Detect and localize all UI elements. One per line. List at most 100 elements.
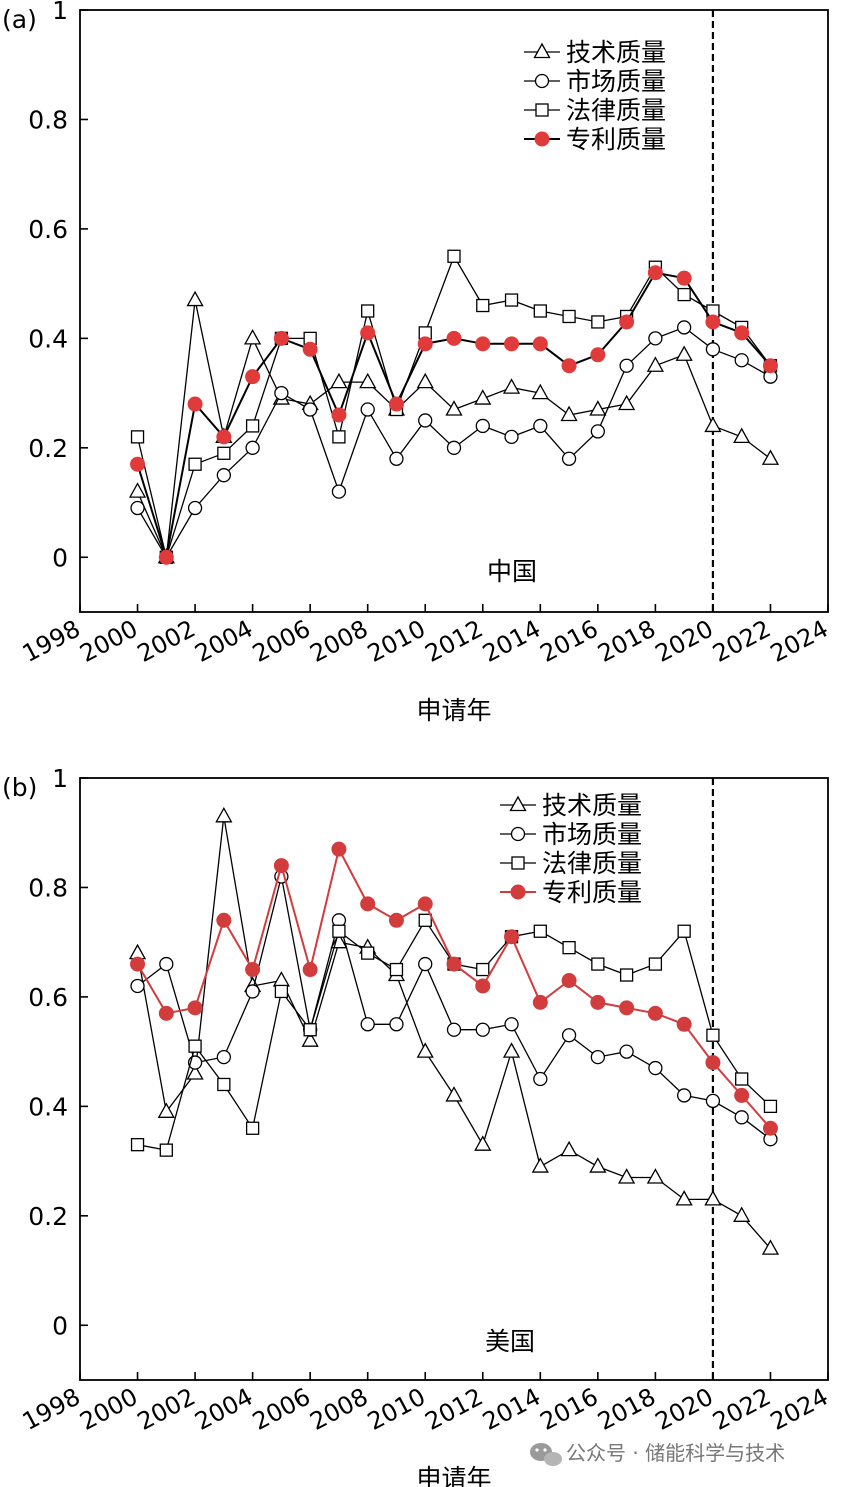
x-tick-label: 2018 xyxy=(593,1383,660,1436)
square-marker xyxy=(418,913,432,927)
circle-marker xyxy=(418,956,433,972)
x-tick-label: 2000 xyxy=(75,1383,142,1436)
series-triangle xyxy=(128,806,780,1255)
triangle-marker xyxy=(761,449,780,465)
circle-marker xyxy=(619,358,634,373)
filled-circle-marker xyxy=(676,1016,692,1032)
triangle-marker xyxy=(646,356,664,372)
triangle-marker xyxy=(416,372,434,389)
x-tick-label: 2024 xyxy=(766,1383,833,1436)
triangle-marker xyxy=(560,1140,578,1157)
triangle-marker xyxy=(272,971,290,987)
legend-label: 法律质量 xyxy=(566,96,666,125)
triangle-marker xyxy=(215,806,233,823)
x-tick-label: 2000 xyxy=(75,615,142,668)
series-filled-circle xyxy=(130,265,778,565)
triangle-marker xyxy=(416,1042,434,1058)
triangle-marker xyxy=(128,482,147,498)
filled-circle-marker xyxy=(302,962,318,978)
circle-marker xyxy=(561,1028,577,1043)
x-tick-label: 2018 xyxy=(593,615,660,668)
square-marker xyxy=(562,941,576,955)
filled-circle-marker xyxy=(619,314,635,330)
square-marker xyxy=(533,304,547,318)
square-marker xyxy=(735,1072,749,1086)
triangle-marker xyxy=(618,1168,636,1184)
y-tick-label: 0.2 xyxy=(28,1202,68,1231)
circle-marker xyxy=(331,484,347,499)
filled-circle-marker xyxy=(360,325,376,341)
triangle-marker xyxy=(445,400,463,416)
y-tick-label: 0.8 xyxy=(28,105,68,134)
square-marker xyxy=(217,446,231,460)
panel-b-chart: (b) 0 0.2 0.4 0.6 0.8 1 19982000200220042006200… xyxy=(2,764,833,1487)
square-marker xyxy=(706,1028,720,1042)
filled-circle-marker xyxy=(734,325,750,341)
filled-circle-marker xyxy=(475,978,491,994)
panel-label: (b) xyxy=(2,773,37,802)
plot-frame xyxy=(79,777,829,1381)
x-tick-label: 2014 xyxy=(478,1383,545,1436)
circle-marker xyxy=(648,331,663,346)
circle-marker xyxy=(360,1017,375,1032)
circle-marker xyxy=(216,1049,231,1065)
filled-circle-marker xyxy=(532,336,548,352)
filled-circle-marker xyxy=(417,896,433,912)
x-tick-label: 2022 xyxy=(708,615,775,668)
filled-circle-marker xyxy=(504,929,520,945)
wechat-icon xyxy=(530,1443,562,1466)
circle-marker xyxy=(446,1022,462,1037)
circle-marker xyxy=(446,440,462,455)
y-tick-label: 0.4 xyxy=(28,324,68,353)
legend-circle-marker xyxy=(510,826,526,842)
triangle-marker xyxy=(560,405,578,422)
circle-marker xyxy=(705,1093,721,1109)
triangle-marker xyxy=(359,372,377,389)
triangle-marker xyxy=(244,329,262,345)
filled-circle-marker xyxy=(619,1000,635,1016)
x-tick-label: 2014 xyxy=(478,615,545,668)
filled-circle-marker xyxy=(417,336,433,352)
square-marker xyxy=(677,924,691,938)
filled-circle-marker xyxy=(705,1055,721,1071)
square-marker xyxy=(504,293,519,307)
legend-label: 市场质量 xyxy=(566,67,666,96)
triangle-marker xyxy=(704,1190,722,1206)
square-marker xyxy=(361,946,375,960)
filled-circle-marker xyxy=(130,956,146,972)
legend-filled-circle-marker xyxy=(510,884,526,900)
circle-marker xyxy=(504,1017,519,1032)
panel-a-chart: (a) 0 0.2 0.4 0.6 0.8 1 19982000200220042006200… xyxy=(2,0,833,725)
filled-circle-marker xyxy=(130,456,146,472)
filled-circle-marker xyxy=(331,841,347,857)
legend-label: 专利质量 xyxy=(566,125,666,154)
circle-marker xyxy=(130,978,145,994)
x-tick-label: 2012 xyxy=(421,615,488,668)
filled-circle-marker xyxy=(647,265,663,281)
square-marker xyxy=(648,957,663,971)
circle-marker xyxy=(677,1088,692,1103)
circle-marker xyxy=(734,353,749,368)
legend-label: 法律质量 xyxy=(542,849,642,878)
triangle-marker xyxy=(531,383,549,400)
filled-circle-marker xyxy=(762,358,778,374)
x-tick-label: 2010 xyxy=(363,615,430,668)
watermark: 公众号 · 储能科学与技术 xyxy=(530,1441,785,1466)
y-tick-label: 0 xyxy=(52,543,68,572)
circle-marker xyxy=(475,418,490,434)
triangle-marker xyxy=(502,378,521,394)
y-tick-label: 0.6 xyxy=(28,215,68,244)
square-marker xyxy=(591,957,605,971)
x-tick-label: 2024 xyxy=(766,615,833,668)
circle-marker xyxy=(705,342,721,357)
circle-marker xyxy=(274,385,289,401)
triangle-marker xyxy=(761,1239,780,1255)
x-tick-label: 2016 xyxy=(536,615,603,668)
filled-circle-marker xyxy=(561,972,577,988)
triangle-marker xyxy=(589,1157,607,1173)
x-tick-label: 2016 xyxy=(536,1383,603,1436)
circle-marker xyxy=(303,402,318,417)
y-tick-label: 1 xyxy=(52,764,68,793)
